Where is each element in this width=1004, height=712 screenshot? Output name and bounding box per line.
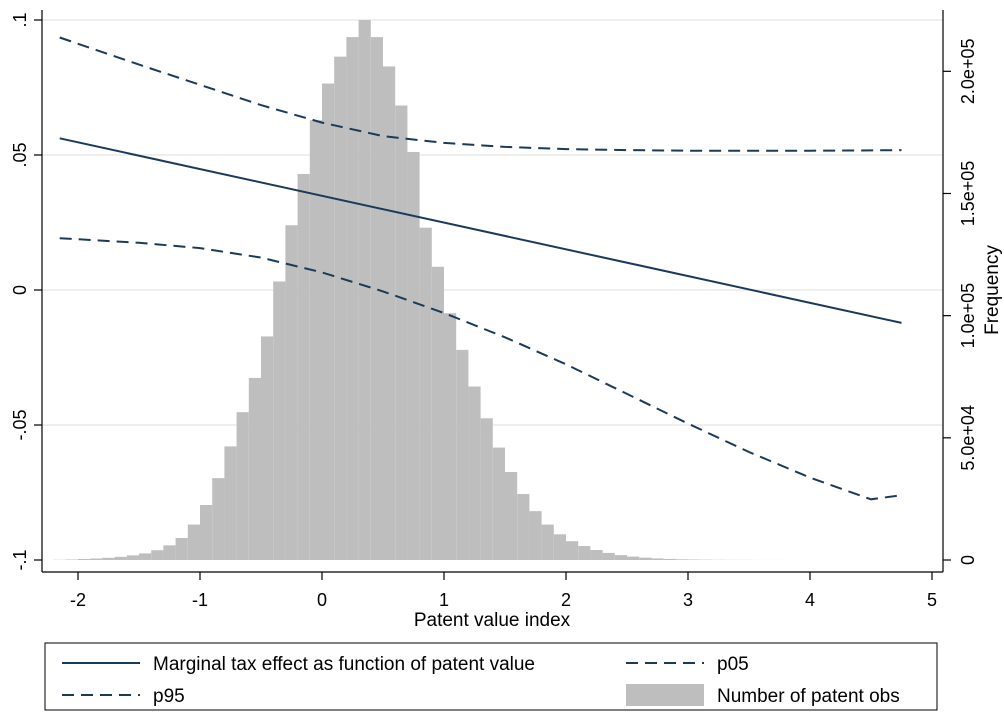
histogram-bar <box>529 511 542 560</box>
histogram-bars <box>53 20 908 561</box>
histogram-bar <box>163 545 176 560</box>
histogram-bar <box>212 478 225 560</box>
histogram-bar <box>114 556 127 560</box>
histogram-bar <box>309 120 322 560</box>
histogram-bar <box>151 550 164 560</box>
x-tick-label: 3 <box>683 590 693 610</box>
histogram-bar <box>370 37 383 561</box>
x-tick-label: 0 <box>317 590 327 610</box>
legend-label-p05: p05 <box>717 654 749 675</box>
line-series <box>59 36 902 501</box>
series-line-p05 <box>59 237 902 501</box>
x-tick-label: 4 <box>805 590 815 610</box>
histogram-bar <box>468 386 481 560</box>
histogram-bar <box>505 472 518 560</box>
histogram-bar <box>187 524 200 560</box>
histogram-bar <box>578 546 591 560</box>
histogram-bar <box>200 505 213 560</box>
histogram-bar <box>224 446 237 560</box>
histogram-bar <box>236 412 249 560</box>
x-tick-label: -1 <box>192 590 208 610</box>
y-right-tick-label: 0 <box>958 555 978 565</box>
histogram-bar <box>297 173 310 560</box>
histogram-bar <box>639 557 652 560</box>
y-right-tick-label: 1.5e+05 <box>958 161 978 227</box>
y-right-tick-label: 2.0e+05 <box>958 39 978 105</box>
histogram-bar <box>102 557 115 560</box>
histogram-bar <box>553 534 566 560</box>
histogram-bar <box>444 313 457 560</box>
axes: -2 -1 0 1 2 3 4 5 -.1 -.05 0 .05 .1 0 5.0e+04 1.0e+05 1.… <box>10 10 978 610</box>
gridlines <box>42 19 943 426</box>
y-left-tick-label: .1 <box>10 12 30 27</box>
histogram-bar <box>261 336 274 560</box>
y-right-tick-label: 5.0e+04 <box>958 405 978 471</box>
series-line-marginal <box>59 137 902 324</box>
x-tick-label: 5 <box>927 590 937 610</box>
histogram-bar <box>90 558 103 560</box>
histogram-bar <box>139 553 152 560</box>
histogram-bar <box>456 349 469 560</box>
histogram-bar <box>602 552 615 560</box>
histogram-bar <box>590 549 603 560</box>
series-line-p95 <box>59 36 902 152</box>
x-axis-title: Patent value index <box>414 610 571 631</box>
histogram-bar <box>480 418 493 560</box>
histogram-bar <box>346 37 359 561</box>
histogram-bar <box>419 227 432 560</box>
histogram-bar <box>273 281 286 560</box>
histogram-bar <box>322 83 335 560</box>
histogram-bar <box>627 556 640 560</box>
histogram-bar <box>407 151 420 561</box>
histogram-bar <box>248 377 261 560</box>
legend: Marginal tax effect as function of paten… <box>44 642 938 711</box>
histogram-bar <box>78 559 91 560</box>
legend-bar-swatch-icon <box>626 684 704 706</box>
y-right-tick-label: 1.0e+05 <box>958 283 978 349</box>
histogram-bar <box>395 105 408 561</box>
y-left-tick-label: -.1 <box>10 549 30 570</box>
y-left-tick-label: 0 <box>10 285 30 295</box>
histogram-bar <box>383 66 396 560</box>
legend-label-p95: p95 <box>153 686 185 707</box>
legend-label-hist: Number of patent obs <box>717 686 900 707</box>
histogram-bar <box>175 538 188 560</box>
histogram-bar <box>663 558 676 560</box>
histogram-bar <box>126 555 139 560</box>
histogram-bar <box>675 559 688 560</box>
x-tick-label: 1 <box>439 590 449 610</box>
y-left-tick-label: -.05 <box>10 409 30 440</box>
histogram-bar <box>431 266 444 560</box>
histogram-bar <box>334 56 347 561</box>
histogram-bar <box>651 558 664 560</box>
y-left-tick-label: .05 <box>10 142 30 167</box>
histogram-bar <box>492 447 505 560</box>
x-tick-label: -2 <box>70 590 86 610</box>
legend-box <box>44 642 938 711</box>
histogram-bar <box>541 524 554 560</box>
histogram-bar <box>517 494 530 560</box>
x-tick-label: 2 <box>561 590 571 610</box>
histogram-bar <box>285 225 298 560</box>
histogram-bar <box>358 20 371 560</box>
legend-label-marginal: Marginal tax effect as function of paten… <box>153 654 535 675</box>
histogram-bar <box>614 555 627 560</box>
right-axis-title: Frequency <box>982 245 1003 335</box>
histogram-bar <box>566 541 579 560</box>
